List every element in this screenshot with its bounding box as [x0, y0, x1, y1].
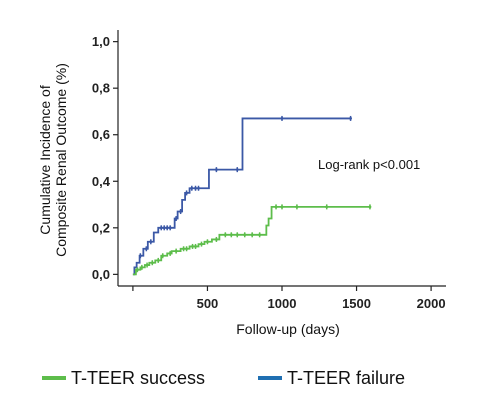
legend: T-TEER success T-TEER failure	[42, 368, 405, 388]
censor-dot	[197, 186, 200, 190]
y-axis-title-line1: Cumulative Incidence of	[37, 85, 53, 235]
censor-dot	[215, 168, 218, 172]
legend-label-success: T-TEER success	[71, 368, 205, 388]
censor-dot	[159, 226, 163, 230]
censor-dot	[250, 233, 254, 237]
censor-dot	[140, 265, 144, 269]
y-axis-title-line2: Composite Renal Outcome (%)	[53, 63, 69, 257]
series-t-teer-failure	[132, 115, 352, 276]
x-tick-label: 1500	[342, 296, 371, 311]
x-tick-label: 500	[197, 296, 219, 311]
censor-dot	[190, 186, 194, 190]
censor-dot	[156, 259, 160, 262]
censor-dot	[168, 252, 172, 255]
censor-dot	[194, 186, 197, 190]
censor-dot	[200, 242, 203, 246]
y-tick-label: 0,8	[92, 81, 110, 96]
y-axis-title: Cumulative Incidence of Composite Renal …	[37, 63, 69, 257]
censor-dot	[243, 233, 247, 237]
censor-dot	[191, 245, 194, 248]
censor-dot	[349, 117, 352, 120]
censor-dot	[185, 191, 188, 195]
censor-dot	[280, 205, 284, 209]
censor-dot	[206, 240, 209, 244]
series-layer	[132, 115, 372, 276]
log-rank-annotation: Log-rank p<0.001	[318, 157, 420, 172]
censor-dot	[235, 233, 239, 237]
censor-dot	[165, 226, 169, 230]
censor-dot	[280, 117, 284, 120]
censor-dot	[138, 254, 142, 258]
censor-dot	[215, 238, 218, 241]
y-tick-label: 0,0	[92, 267, 110, 282]
censor-dot	[179, 210, 183, 213]
censor-dot	[368, 205, 372, 209]
censor-dot	[194, 245, 197, 248]
censor-dot	[223, 233, 227, 237]
censor-dot	[235, 168, 239, 172]
censor-dot	[258, 233, 262, 237]
censor-dot	[185, 247, 188, 251]
censor-dot	[145, 263, 149, 267]
censor-dot	[295, 205, 299, 209]
censor-dot	[162, 226, 166, 230]
y-axis-ticks: 0,0 0,2 0,4 0,6 0,8 1,0	[92, 34, 118, 282]
y-tick-label: 0,2	[92, 220, 110, 235]
x-tick-label: 2000	[417, 296, 446, 311]
plot-area: 0,0 0,2 0,4 0,6 0,8 1,0 500 1000 1500 2000	[92, 30, 446, 311]
censor-dot	[168, 226, 172, 230]
censor-dot	[135, 268, 139, 272]
censor-dot	[144, 247, 148, 251]
censor-dot	[161, 254, 165, 258]
censor-dot	[274, 205, 278, 209]
km-step-line	[132, 117, 351, 276]
censor-dot	[229, 233, 233, 237]
censor-dot	[150, 261, 154, 265]
censor-dot	[174, 249, 178, 253]
y-tick-label: 1,0	[92, 34, 110, 49]
x-axis-title: Follow-up (days)	[236, 321, 339, 337]
km-step-line	[132, 205, 370, 276]
x-tick-label: 1000	[268, 296, 297, 311]
legend-label-failure: T-TEER failure	[287, 368, 405, 388]
censor-dot	[149, 240, 153, 244]
series-t-teer-success	[132, 204, 372, 276]
y-tick-label: 0,4	[92, 174, 111, 189]
censor-dot	[325, 205, 329, 209]
y-tick-label: 0,6	[92, 127, 110, 142]
censor-dot	[174, 217, 178, 220]
censor-dot	[182, 247, 186, 251]
x-axis-ticks: 500 1000 1500 2000	[132, 286, 446, 311]
